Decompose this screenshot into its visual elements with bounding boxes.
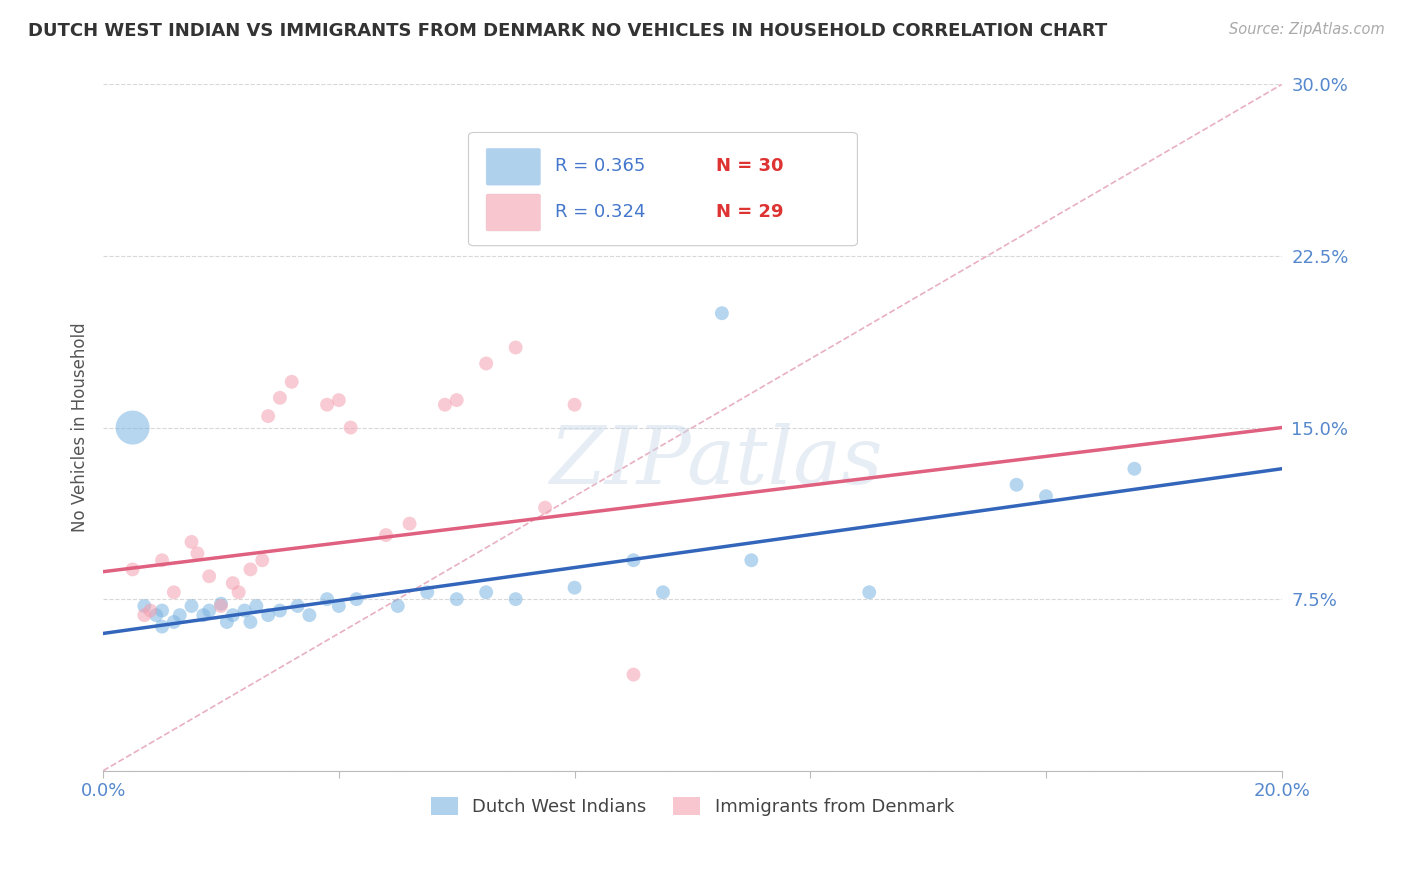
FancyBboxPatch shape xyxy=(468,133,858,245)
Point xyxy=(346,592,368,607)
Point xyxy=(387,599,409,613)
Point xyxy=(652,585,675,599)
FancyBboxPatch shape xyxy=(486,194,540,231)
Point xyxy=(740,553,762,567)
Point xyxy=(193,608,215,623)
Point xyxy=(492,146,515,161)
Point xyxy=(287,599,309,613)
Point xyxy=(209,597,232,611)
Point xyxy=(150,603,173,617)
Point xyxy=(139,603,162,617)
Point xyxy=(198,603,221,617)
Point xyxy=(228,585,250,599)
Point xyxy=(245,599,267,613)
Text: Source: ZipAtlas.com: Source: ZipAtlas.com xyxy=(1229,22,1385,37)
Point xyxy=(233,603,256,617)
Point xyxy=(505,341,527,355)
Point xyxy=(475,357,498,371)
Point xyxy=(505,592,527,607)
Point xyxy=(186,546,208,560)
Point xyxy=(298,608,321,623)
Point xyxy=(280,375,302,389)
Point xyxy=(121,562,143,576)
Point xyxy=(316,398,339,412)
Point xyxy=(316,592,339,607)
Point xyxy=(328,393,350,408)
Point xyxy=(446,592,468,607)
Point xyxy=(433,398,456,412)
Point xyxy=(328,599,350,613)
Y-axis label: No Vehicles in Household: No Vehicles in Household xyxy=(72,323,89,533)
Point xyxy=(150,619,173,633)
Point xyxy=(163,585,186,599)
Point xyxy=(339,420,361,434)
Point xyxy=(564,581,586,595)
Point xyxy=(1035,489,1057,503)
Point xyxy=(534,500,557,515)
Point xyxy=(710,306,733,320)
Point xyxy=(1123,461,1146,475)
Point xyxy=(475,585,498,599)
Text: N = 29: N = 29 xyxy=(716,203,783,221)
Point xyxy=(858,585,880,599)
Point xyxy=(145,608,167,623)
Point xyxy=(209,599,232,613)
Text: R = 0.324: R = 0.324 xyxy=(554,203,645,221)
Point xyxy=(121,420,143,434)
Text: R = 0.365: R = 0.365 xyxy=(554,157,645,175)
Text: DUTCH WEST INDIAN VS IMMIGRANTS FROM DENMARK NO VEHICLES IN HOUSEHOLD CORRELATIO: DUTCH WEST INDIAN VS IMMIGRANTS FROM DEN… xyxy=(28,22,1108,40)
Point xyxy=(239,615,262,629)
Point xyxy=(269,603,291,617)
Point xyxy=(134,608,156,623)
Point xyxy=(198,569,221,583)
Text: ZIPatlas: ZIPatlas xyxy=(550,423,883,500)
Point xyxy=(398,516,420,531)
Point xyxy=(150,553,173,567)
Text: N = 30: N = 30 xyxy=(716,157,783,175)
FancyBboxPatch shape xyxy=(486,148,540,186)
Point xyxy=(163,615,186,629)
Point xyxy=(416,585,439,599)
Point xyxy=(269,391,291,405)
Point xyxy=(169,608,191,623)
Point xyxy=(134,599,156,613)
Point xyxy=(623,553,645,567)
Point xyxy=(252,553,274,567)
Point xyxy=(215,615,238,629)
Point xyxy=(623,667,645,681)
Point xyxy=(180,535,202,549)
Point xyxy=(180,599,202,613)
Point xyxy=(564,398,586,412)
Point xyxy=(222,608,245,623)
Point xyxy=(375,528,398,542)
Legend: Dutch West Indians, Immigrants from Denmark: Dutch West Indians, Immigrants from Denm… xyxy=(423,789,962,823)
Point xyxy=(239,562,262,576)
Point xyxy=(257,409,280,424)
Point xyxy=(1005,477,1028,491)
Point xyxy=(222,576,245,591)
Point xyxy=(446,393,468,408)
Point xyxy=(257,608,280,623)
